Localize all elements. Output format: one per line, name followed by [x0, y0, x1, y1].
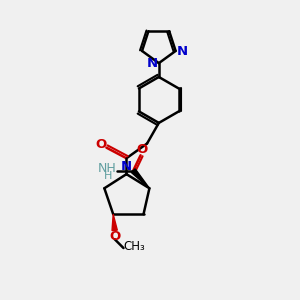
Polygon shape	[131, 169, 149, 188]
Text: N: N	[121, 160, 132, 173]
Text: H: H	[103, 171, 112, 181]
Text: O: O	[95, 138, 106, 151]
Text: CH₃: CH₃	[123, 240, 145, 253]
Text: N: N	[177, 45, 188, 58]
Text: O: O	[136, 143, 148, 157]
Text: N: N	[146, 57, 158, 70]
Text: O: O	[109, 230, 120, 243]
Polygon shape	[112, 214, 117, 231]
Text: NH: NH	[98, 162, 117, 175]
